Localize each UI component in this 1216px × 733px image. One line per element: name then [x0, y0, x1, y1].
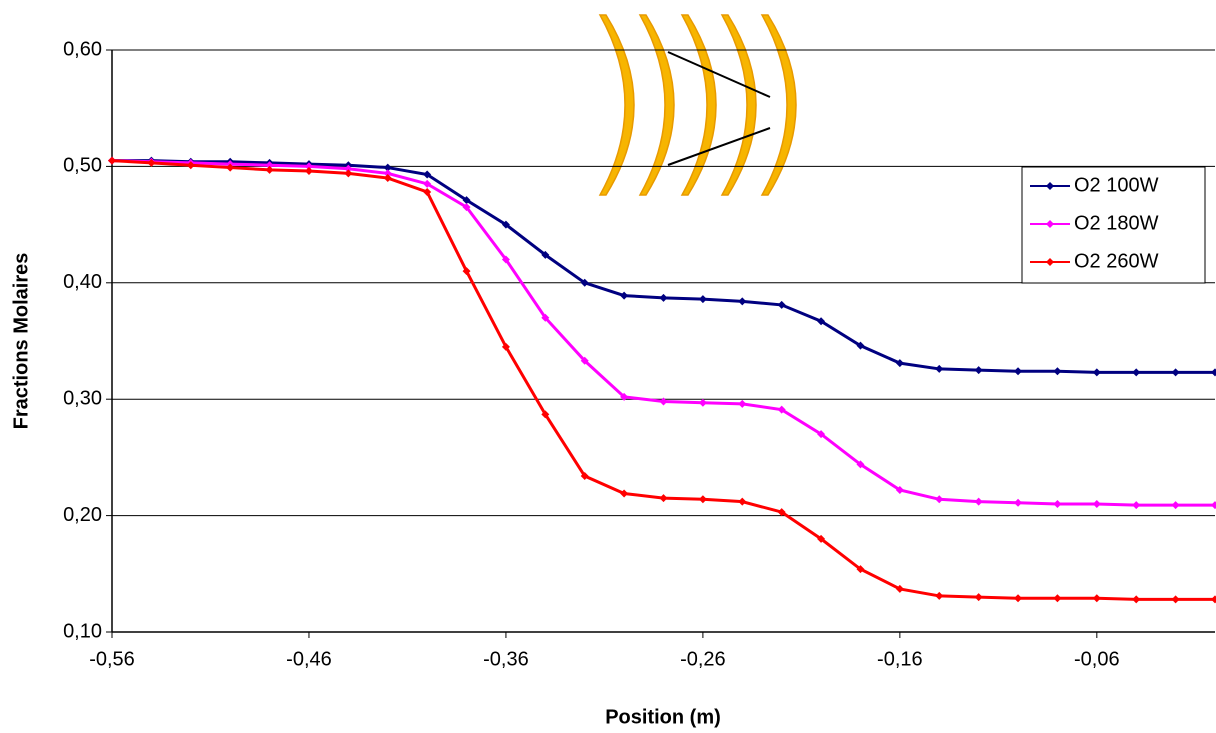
point	[423, 170, 432, 179]
coil-icon	[598, 14, 797, 196]
point	[541, 250, 550, 259]
point	[541, 410, 550, 419]
point	[108, 156, 116, 165]
legend-label: O2 100W	[1074, 174, 1159, 196]
point	[817, 317, 826, 326]
x-tick-label: -0,56	[89, 648, 135, 670]
point	[1053, 367, 1062, 376]
point	[659, 494, 668, 503]
x-tick-label: -0,46	[286, 648, 332, 670]
point	[777, 508, 786, 517]
point	[856, 460, 865, 469]
legend-label: O2 260W	[1074, 250, 1159, 272]
point	[974, 593, 983, 602]
y-axis-label: Fractions Molaires	[10, 253, 32, 430]
point	[265, 165, 274, 174]
x-tick-label: -0,26	[680, 648, 726, 670]
point	[895, 485, 904, 494]
point	[147, 158, 156, 167]
point	[1053, 594, 1062, 603]
point	[501, 255, 510, 264]
point	[1014, 498, 1023, 507]
point	[383, 169, 392, 178]
point	[186, 161, 195, 170]
point	[659, 293, 668, 302]
point	[698, 295, 707, 304]
point	[1132, 595, 1141, 604]
x-axis-label: Position (m)	[605, 706, 721, 728]
point	[501, 220, 510, 229]
x-tick-label: -0,36	[483, 648, 529, 670]
x-tick-label: -0,16	[877, 648, 923, 670]
y-tick-label: 0,10	[63, 620, 102, 642]
point	[580, 472, 589, 481]
point	[974, 366, 983, 375]
point	[1211, 595, 1216, 604]
point	[1211, 501, 1216, 510]
point	[1092, 499, 1101, 508]
point	[777, 300, 786, 309]
legend-marker	[1046, 182, 1054, 190]
point	[1053, 499, 1062, 508]
point	[856, 341, 865, 350]
y-tick-label: 0,20	[63, 504, 102, 526]
point	[777, 405, 786, 414]
point	[501, 342, 510, 351]
point	[659, 397, 668, 406]
y-tick-label: 0,60	[63, 38, 102, 60]
point	[462, 203, 471, 212]
point	[423, 179, 432, 188]
point	[462, 267, 471, 276]
point	[738, 497, 747, 506]
x-tick-label: -0,06	[1074, 648, 1120, 670]
point	[895, 584, 904, 593]
point	[1092, 368, 1101, 377]
point	[935, 364, 944, 373]
point	[935, 495, 944, 504]
point	[817, 534, 826, 543]
point	[580, 356, 589, 365]
y-tick-label: 0,30	[63, 387, 102, 409]
point	[265, 161, 274, 170]
point	[383, 163, 392, 172]
point	[1014, 594, 1023, 603]
point	[344, 164, 353, 173]
point	[1014, 367, 1023, 376]
point	[1132, 368, 1141, 377]
point	[856, 565, 865, 574]
point	[1092, 594, 1101, 603]
point	[1132, 501, 1141, 510]
point	[541, 313, 550, 322]
point	[580, 278, 589, 287]
legend-marker	[1046, 258, 1054, 266]
y-tick-label: 0,50	[63, 155, 102, 177]
point	[698, 398, 707, 407]
point	[1211, 368, 1216, 377]
point	[344, 169, 353, 178]
point	[1171, 501, 1180, 510]
point	[304, 167, 313, 176]
point	[304, 162, 313, 171]
point	[738, 297, 747, 306]
point	[1171, 595, 1180, 604]
legend-marker	[1046, 220, 1054, 228]
point	[895, 359, 904, 368]
point	[974, 497, 983, 506]
point	[1171, 368, 1180, 377]
point	[620, 291, 629, 300]
point	[620, 489, 629, 498]
point	[462, 196, 471, 205]
point	[935, 591, 944, 600]
legend-label: O2 180W	[1074, 212, 1159, 234]
point	[817, 430, 826, 439]
point	[423, 188, 432, 197]
point	[698, 495, 707, 504]
point	[226, 163, 235, 172]
point	[738, 399, 747, 408]
point	[620, 392, 629, 401]
y-tick-label: 0,40	[63, 271, 102, 293]
point	[383, 174, 392, 183]
